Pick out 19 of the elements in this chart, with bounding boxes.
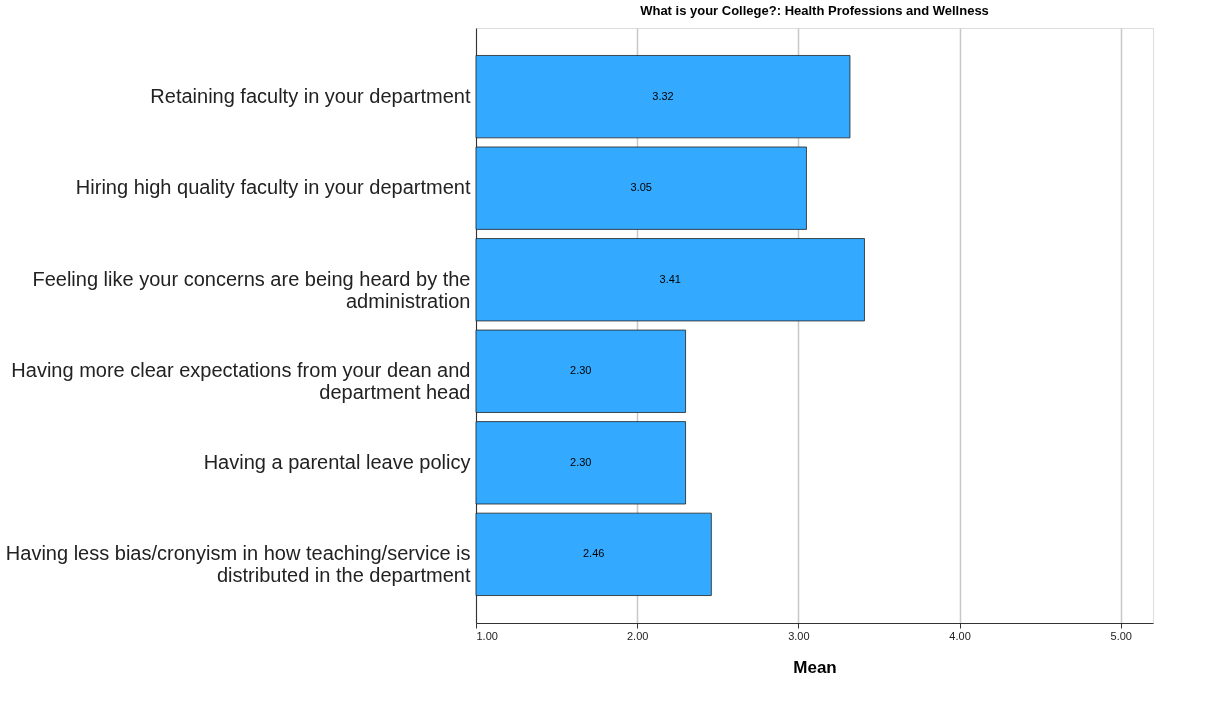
y-tick-label: Having a parental leave policy	[203, 450, 471, 473]
y-tick-label: Hiring high quality faculty in your department	[75, 176, 471, 199]
y-tick-label: Feeling like your concerns are being heard by the administration	[32, 267, 471, 312]
data-label: 2.30	[570, 364, 592, 377]
x-tick-label: 2.00	[626, 629, 649, 642]
x-axis-title: Mean	[793, 657, 837, 677]
chart-title: What is your College?: Health Professions and Wellness	[640, 3, 989, 18]
data-label: 3.05	[630, 181, 652, 194]
y-tick-label: Having more clear expectations from your dean and department head	[11, 359, 471, 404]
data-label: 3.32	[652, 89, 674, 102]
x-tick-label: 1.00	[476, 629, 498, 642]
data-label: 3.41	[659, 272, 681, 285]
y-tick-label: Retaining faculty in your department	[150, 84, 471, 107]
x-tick-label: 3.00	[788, 629, 810, 642]
x-tick-label: 4.00	[949, 629, 971, 642]
y-tick-label: Having less bias/cronyism in how teaching/service is distributed in the department	[5, 542, 471, 587]
data-label: 2.30	[570, 455, 592, 468]
data-label: 2.46	[582, 547, 605, 560]
x-tick-label: 5.00	[1110, 629, 1132, 642]
